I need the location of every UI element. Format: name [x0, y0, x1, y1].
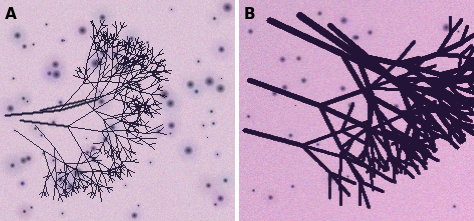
Text: B: B	[244, 7, 255, 22]
Text: A: A	[5, 7, 17, 22]
